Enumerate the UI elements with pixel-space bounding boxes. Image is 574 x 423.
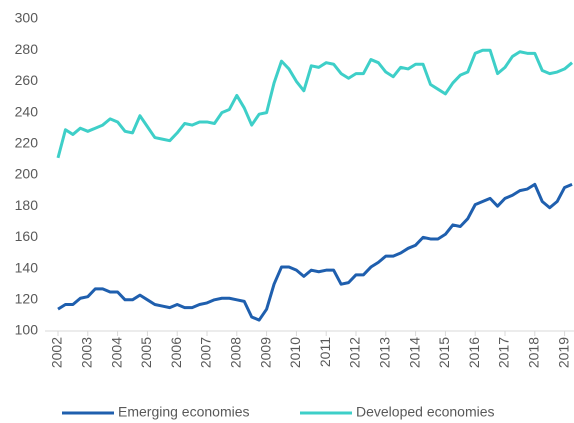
x-tick-label: 2018 <box>526 337 542 368</box>
x-tick-label: 2016 <box>466 337 482 368</box>
x-tick-label: 2008 <box>228 337 244 368</box>
x-tick-label: 2013 <box>377 337 393 368</box>
y-tick-label: 180 <box>15 197 39 213</box>
x-tick-label: 2006 <box>168 337 184 368</box>
y-tick-label: 160 <box>15 228 39 244</box>
x-tick-label: 2010 <box>287 337 303 368</box>
x-tick-label: 2017 <box>496 337 512 368</box>
y-tick-label: 240 <box>15 103 39 119</box>
x-tick-label: 2014 <box>406 337 422 368</box>
y-tick-label: 120 <box>15 291 39 307</box>
y-tick-label: 140 <box>15 259 39 275</box>
y-tick-label: 100 <box>15 322 39 338</box>
y-tick-label: 260 <box>15 72 39 88</box>
x-tick-label: 2015 <box>436 337 452 368</box>
y-tick-label: 200 <box>15 166 39 182</box>
x-tick-label: 2002 <box>49 337 65 368</box>
y-tick-label: 220 <box>15 135 39 151</box>
legend-label: Emerging economies <box>118 404 250 420</box>
series-line <box>57 182 573 322</box>
x-tick-label: 2012 <box>347 337 363 368</box>
legend-label: Developed economies <box>356 404 495 420</box>
series-line <box>56 48 574 159</box>
x-tick-label: 2005 <box>138 337 154 368</box>
x-tick-label: 2004 <box>108 337 124 368</box>
x-tick-label: 2009 <box>257 337 273 368</box>
y-tick-label: 280 <box>15 41 39 57</box>
y-tick-label: 300 <box>15 10 39 26</box>
x-tick-label: 2019 <box>555 337 571 368</box>
x-tick-label: 2007 <box>198 337 214 368</box>
x-tick-label: 2011 <box>317 337 333 367</box>
x-tick-label: 2003 <box>79 337 95 368</box>
